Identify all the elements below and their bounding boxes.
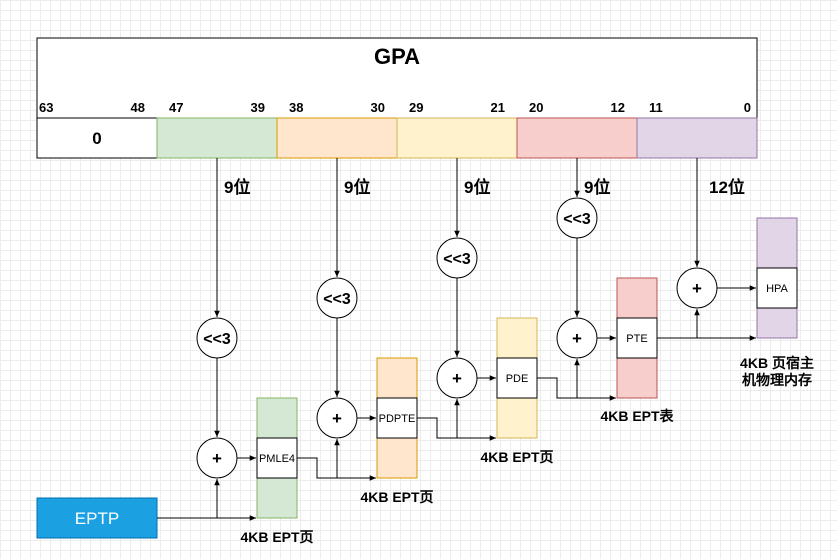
bits-label-pd: 9位 (464, 177, 490, 197)
caption-host-mem-line2: 机物理内存 (742, 372, 812, 388)
shift-label: <<3 (203, 331, 231, 348)
caption-host-mem-line1: 4KB 页宿主 (740, 355, 814, 371)
bit-label-39: 39 (251, 100, 265, 115)
plus-label: + (212, 449, 222, 468)
shift-node-pml4: <<3 (196, 317, 238, 359)
bit-label-20: 20 (529, 100, 543, 115)
shift-label: <<3 (443, 251, 471, 268)
plus-label: + (692, 279, 702, 298)
field-pml4-index (156, 117, 278, 159)
pde-entry-label: PDE (506, 373, 529, 385)
pdpte-entry-label: PDPTE (379, 413, 416, 425)
field-pdpt-index (276, 117, 398, 159)
bit-label-30: 30 (371, 100, 385, 115)
bits-label-pt: 9位 (584, 177, 610, 197)
add-node-pt: + (556, 317, 598, 359)
hpa-entry-label: HPA (766, 283, 788, 295)
caption-pml4-page: 4KB EPT页 (240, 529, 313, 545)
bit-label-21: 21 (491, 100, 505, 115)
plus-label: + (572, 329, 582, 348)
bit-label-63: 63 (39, 100, 53, 115)
bit-label-11: 11 (649, 100, 663, 115)
bit-label-48: 48 (131, 100, 145, 115)
pmle4-entry-label: PMLE4 (259, 453, 295, 465)
arrow-pde-to-pt-table (537, 377, 616, 401)
bits-label-pdpt: 9位 (344, 177, 370, 197)
add-node-pml4: + (196, 437, 238, 479)
add-node-pdpt: + (316, 397, 358, 439)
add-node-pd: + (436, 357, 478, 399)
bits-label-offset: 12位 (709, 177, 745, 197)
pde-entry (496, 357, 538, 399)
pte-entry-label: PTE (626, 333, 647, 345)
shift-label: <<3 (323, 291, 351, 308)
eptp-box (36, 497, 158, 539)
plus-label: + (452, 369, 462, 388)
add-node-offset: + (676, 267, 718, 309)
field-pt-index (516, 117, 638, 159)
bits-label-pml4: 9位 (224, 177, 250, 197)
field-pd-index (396, 117, 518, 159)
caption-pt-table: 4KB EPT表 (600, 408, 674, 424)
bit-label-29: 29 (409, 100, 423, 115)
bit-label-38: 38 (289, 100, 303, 115)
plus-label: + (332, 409, 342, 428)
eptp-label: EPTP (75, 509, 119, 528)
bit-label-47: 47 (169, 100, 183, 115)
caption-pd-page: 4KB EPT页 (480, 449, 553, 465)
shift-node-pt: <<3 (556, 197, 598, 239)
shift-node-pdpt: <<3 (316, 277, 358, 319)
caption-pdpt-page: 4KB EPT页 (360, 489, 433, 505)
bit-label-12: 12 (611, 100, 625, 115)
arrow-pmle4-to-pdpt-page (297, 457, 376, 481)
field-reserved (36, 117, 158, 159)
field-offset (636, 117, 758, 159)
shift-label: <<3 (563, 211, 591, 228)
field-reserved-value: 0 (92, 129, 101, 148)
shift-node-pd: <<3 (436, 237, 478, 279)
pdpte-entry (376, 397, 418, 439)
bit-label-0: 0 (744, 100, 751, 115)
hpa-entry (756, 267, 798, 309)
gpa-title: GPA (374, 44, 420, 69)
arrow-pdpte-to-pd-page (417, 417, 496, 441)
